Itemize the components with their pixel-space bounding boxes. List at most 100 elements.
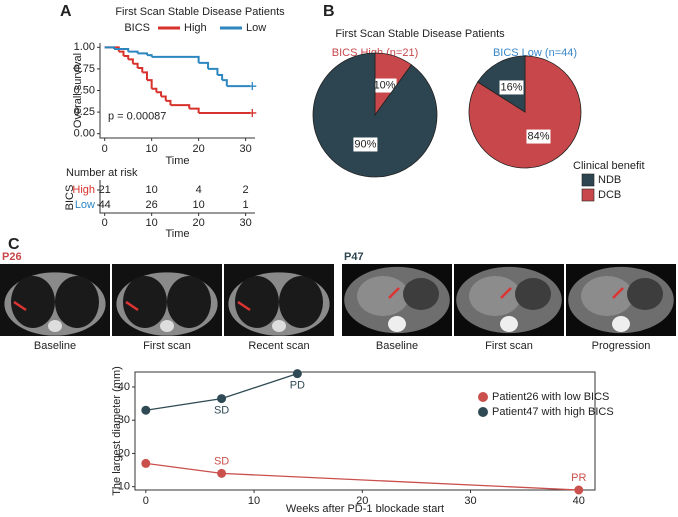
data-point xyxy=(217,468,227,478)
legend-label: Patient26 with low BICS xyxy=(492,391,609,403)
series-line xyxy=(145,462,579,491)
survival-step xyxy=(128,50,139,54)
label-box xyxy=(499,80,524,95)
survival-step xyxy=(146,79,153,89)
survival-step xyxy=(118,50,125,56)
data-point xyxy=(141,405,151,415)
legend-marker xyxy=(478,407,488,417)
data-point xyxy=(217,394,227,404)
risk-count: 26 xyxy=(146,199,158,211)
censor-mark xyxy=(248,82,257,91)
pie-slice xyxy=(468,55,582,169)
scan-organ xyxy=(469,276,521,316)
survival-step xyxy=(146,54,153,57)
scan-stomach xyxy=(403,278,439,310)
x-tick-label: 0 xyxy=(102,143,108,155)
scan-spine xyxy=(388,316,406,332)
y-tick-label: 0.75 xyxy=(74,63,95,75)
slice-label: 90% xyxy=(354,138,376,150)
row-label: Low xyxy=(75,199,95,211)
data-point xyxy=(574,485,584,495)
x-tick-label: 10 xyxy=(248,495,260,507)
survival-step xyxy=(161,95,167,101)
legend-label: Low xyxy=(246,22,266,34)
x-tick-label: 20 xyxy=(356,495,368,507)
survival-step xyxy=(142,71,148,81)
y-tick-label: 0.50 xyxy=(74,84,95,96)
scan-arrow xyxy=(500,287,512,299)
point-label: PR xyxy=(571,472,586,484)
y-tick-label: 10 xyxy=(118,481,130,493)
legend-swatch xyxy=(581,173,595,187)
label-box xyxy=(372,78,397,93)
scan-lung xyxy=(235,276,279,328)
scan-lung xyxy=(11,276,55,328)
survival-step xyxy=(137,52,148,56)
chart-title: First Scan Stable Disease Patients xyxy=(115,6,285,18)
x-tick-label: 20 xyxy=(193,143,205,155)
scan-spine xyxy=(272,320,286,332)
survival-step xyxy=(104,46,116,50)
y-axis-label: BICS xyxy=(64,185,76,211)
plot-frame xyxy=(134,371,596,491)
scan-caption: First scan xyxy=(143,340,191,352)
x-tick-label: 10 xyxy=(146,217,158,229)
survival-step xyxy=(198,61,210,69)
y-tick-label: 1.00 xyxy=(74,41,95,53)
data-point xyxy=(292,369,302,379)
scan-caption: Progression xyxy=(592,340,651,352)
y-tick-label: 40 xyxy=(118,381,130,393)
survival-step xyxy=(137,67,144,73)
legend-label: High xyxy=(184,22,207,34)
scan-spine xyxy=(612,316,630,332)
slice-label: 84% xyxy=(527,130,549,142)
risk-count: 1 xyxy=(243,199,249,211)
legend-marker xyxy=(478,392,488,402)
legend-label: NDB xyxy=(598,174,621,186)
x-tick-label: 0 xyxy=(102,217,108,229)
x-axis-label: Time xyxy=(165,155,189,167)
scan-caption: First scan xyxy=(485,340,533,352)
scan-caption: Baseline xyxy=(34,340,76,352)
risk-count: 10 xyxy=(193,199,205,211)
scan-organ xyxy=(581,276,633,316)
x-axis-label: Weeks after PD-1 blockade start xyxy=(286,503,444,515)
scan-stomach xyxy=(627,278,663,310)
risk-count: 10 xyxy=(146,184,158,196)
row-label: High xyxy=(72,184,95,196)
annotation: p = 0.00087 xyxy=(108,110,166,122)
pie-title: BICS Low (n=44) xyxy=(493,47,577,59)
survival-step xyxy=(132,62,139,69)
panel-label: A xyxy=(60,3,72,20)
x-axis-label: Time xyxy=(165,228,189,240)
survival-step xyxy=(165,99,172,106)
survival-step xyxy=(151,55,200,63)
scan-stomach xyxy=(515,278,551,310)
x-tick-label: 20 xyxy=(193,217,205,229)
risk-count: 4 xyxy=(196,184,202,196)
y-axis-label: Overall survival xyxy=(72,53,84,128)
survival-step xyxy=(189,107,200,113)
scan-arrow xyxy=(237,300,251,312)
scan-caption: Baseline xyxy=(376,340,418,352)
scan-spine xyxy=(500,316,518,332)
risk-count: 2 xyxy=(243,184,249,196)
panel-label: B xyxy=(323,3,335,20)
table-title: Number at risk xyxy=(66,167,138,179)
pie-slice xyxy=(312,52,438,178)
scan-lung xyxy=(279,276,323,328)
survival-step xyxy=(151,87,158,93)
scan-arrow xyxy=(612,287,624,299)
scan-caption: Recent scan xyxy=(248,340,309,352)
censor-mark xyxy=(248,108,257,117)
survival-step xyxy=(208,67,219,75)
x-tick-label: 10 xyxy=(146,143,158,155)
scan-arrow xyxy=(125,300,139,312)
legend-title: Clinical benefit xyxy=(573,160,645,172)
y-tick-label: 30 xyxy=(118,414,130,426)
y-tick-label: 0.00 xyxy=(74,128,95,140)
survival-step xyxy=(222,79,228,87)
patient-label: P47 xyxy=(344,251,364,263)
